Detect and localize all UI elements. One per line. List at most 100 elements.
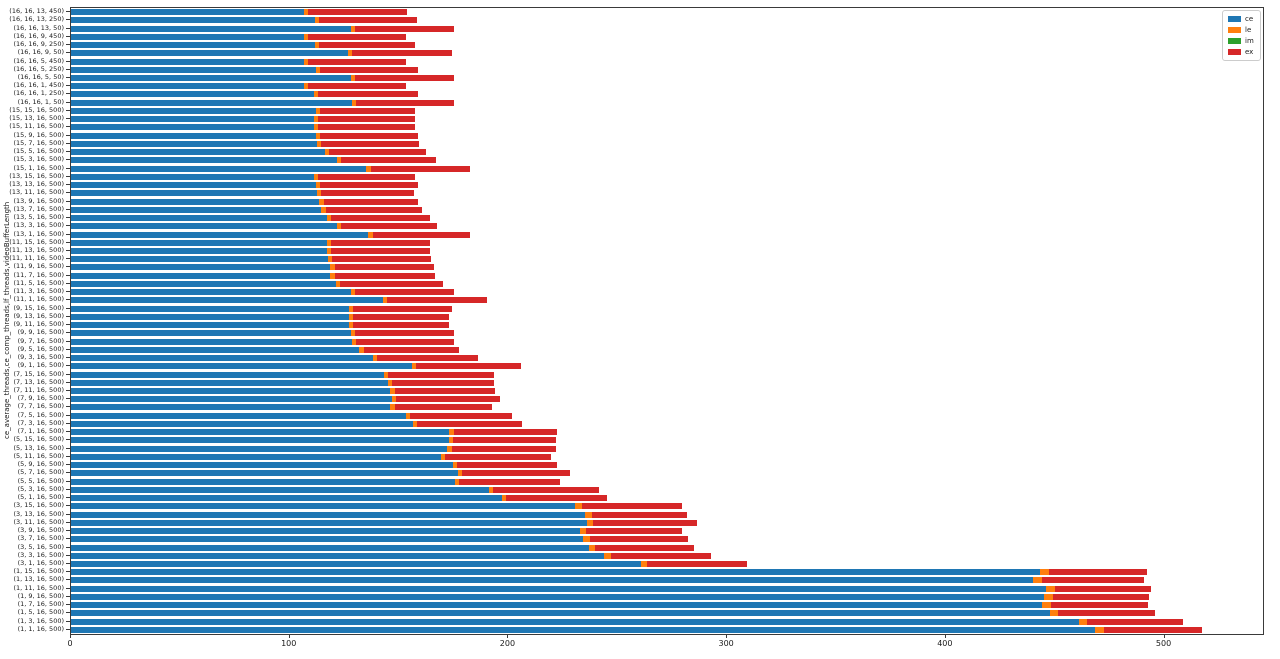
bar-segment-le bbox=[315, 66, 321, 73]
bar-segment-le bbox=[501, 495, 507, 502]
bar-row bbox=[71, 337, 1263, 345]
bar-row bbox=[71, 16, 1263, 24]
bar-segment-ce bbox=[71, 140, 318, 147]
bar-row bbox=[71, 354, 1263, 362]
bar-row bbox=[71, 370, 1263, 378]
bar-segment-ex bbox=[392, 379, 494, 386]
bar-segment-ce bbox=[71, 412, 406, 419]
bar-segment-ex bbox=[319, 17, 417, 24]
y-tick-mark bbox=[66, 406, 70, 408]
bar-row bbox=[71, 181, 1263, 189]
bar-row bbox=[71, 115, 1263, 123]
y-tick-label: (7, 7, 16, 500) bbox=[17, 402, 64, 411]
y-tick-mark bbox=[66, 299, 70, 301]
bar-segment-le bbox=[382, 297, 388, 304]
bar-segment-ex bbox=[352, 50, 452, 57]
y-tick-mark bbox=[66, 447, 70, 449]
bar-segment-le bbox=[350, 330, 356, 337]
bar-segment-le bbox=[458, 470, 463, 477]
y-tick-mark bbox=[66, 357, 70, 359]
bar-segment-ce bbox=[71, 536, 584, 543]
y-tick-label: (15, 11, 16, 500) bbox=[9, 122, 64, 131]
y-tick-mark bbox=[66, 340, 70, 342]
bar-segment-ex bbox=[1050, 602, 1148, 609]
bar-segment-le bbox=[583, 536, 590, 543]
y-tick-label: (11, 15, 16, 500) bbox=[9, 237, 64, 246]
bar-segment-le bbox=[1033, 577, 1043, 584]
y-tick-mark bbox=[66, 184, 70, 186]
y-tick-label: (13, 11, 16, 500) bbox=[9, 188, 64, 197]
bar-row bbox=[71, 346, 1263, 354]
bar-segment-le bbox=[336, 157, 342, 164]
bar-row bbox=[71, 552, 1263, 560]
bar-segment-ex bbox=[1087, 618, 1184, 625]
bar-segment-ex bbox=[334, 264, 435, 271]
y-tick-label: (7, 11, 16, 500) bbox=[13, 386, 64, 394]
y-tick-mark bbox=[66, 27, 70, 29]
bar-segment-ex bbox=[321, 190, 415, 197]
bar-segment-ce bbox=[71, 626, 1096, 633]
y-tick-label: (9, 13, 16, 500) bbox=[13, 311, 64, 320]
y-tick-label: (15, 3, 16, 500) bbox=[13, 155, 64, 164]
bar-segment-le bbox=[388, 379, 393, 386]
bar-segment-ce bbox=[71, 58, 304, 65]
y-tick-mark bbox=[66, 151, 70, 153]
bar-row bbox=[71, 329, 1263, 337]
y-tick-mark bbox=[66, 35, 70, 37]
x-tick-mark bbox=[507, 634, 509, 638]
bar-segment-ex bbox=[417, 420, 523, 427]
bar-segment-ce bbox=[71, 247, 327, 254]
bar-row bbox=[71, 90, 1263, 98]
bar-segment-le bbox=[586, 519, 594, 526]
bar-row bbox=[71, 247, 1263, 255]
bar-segment-ce bbox=[71, 42, 315, 49]
bar-segment-ce bbox=[71, 528, 580, 535]
y-tick-label: (5, 3, 16, 500) bbox=[17, 484, 64, 493]
bar-segment-ce bbox=[71, 371, 384, 378]
bar-row bbox=[71, 618, 1263, 626]
y-tick-label: (16, 16, 9, 450) bbox=[13, 31, 64, 40]
bar-segment-ce bbox=[71, 99, 352, 106]
bar-segment-ex bbox=[355, 75, 454, 81]
bar-row bbox=[71, 494, 1263, 502]
bar-row bbox=[71, 82, 1263, 90]
bar-segment-ce bbox=[71, 453, 441, 460]
bar-segment-le bbox=[315, 132, 321, 139]
y-tick-label: (3, 1, 16, 500) bbox=[17, 558, 64, 567]
y-tick-mark bbox=[66, 439, 70, 441]
x-tick-mark bbox=[288, 634, 290, 638]
bar-row bbox=[71, 403, 1263, 411]
bar-segment-le bbox=[314, 42, 320, 49]
bar-segment-ex bbox=[493, 486, 599, 493]
bar-segment-ex bbox=[355, 330, 454, 337]
bar-segment-ex bbox=[394, 404, 492, 411]
y-tick-label: (16, 16, 13, 250) bbox=[9, 15, 64, 24]
x-tick-mark bbox=[726, 634, 728, 638]
bar-segment-ce bbox=[71, 519, 587, 526]
bar-segment-le bbox=[1049, 610, 1059, 617]
bar-segment-ce bbox=[71, 355, 373, 362]
bar-segment-ex bbox=[331, 215, 430, 222]
bar-row bbox=[71, 239, 1263, 247]
y-tick-mark bbox=[66, 488, 70, 490]
legend-label: le bbox=[1245, 26, 1252, 34]
y-tick-mark bbox=[66, 241, 70, 243]
bar-segment-le bbox=[314, 17, 320, 24]
bar-segment-ce bbox=[71, 17, 315, 24]
bar-segment-ce bbox=[71, 50, 348, 57]
x-tick-label: 0 bbox=[67, 639, 73, 648]
y-tick-label: (11, 5, 16, 500) bbox=[13, 278, 64, 287]
bar-segment-le bbox=[405, 412, 410, 419]
bar-row bbox=[71, 568, 1263, 576]
bar-segment-le bbox=[350, 289, 356, 296]
y-tick-label: (15, 9, 16, 500) bbox=[13, 130, 64, 139]
bar-segment-ce bbox=[71, 206, 322, 213]
y-tick-label: (13, 9, 16, 500) bbox=[13, 196, 64, 205]
bar-segment-le bbox=[317, 190, 322, 197]
bar-segment-ce bbox=[71, 182, 316, 189]
bar-row bbox=[71, 74, 1263, 82]
bar-row bbox=[71, 461, 1263, 469]
bar-row bbox=[71, 140, 1263, 148]
y-tick-label: (3, 11, 16, 500) bbox=[13, 517, 64, 526]
bar-segment-ex bbox=[647, 560, 747, 567]
